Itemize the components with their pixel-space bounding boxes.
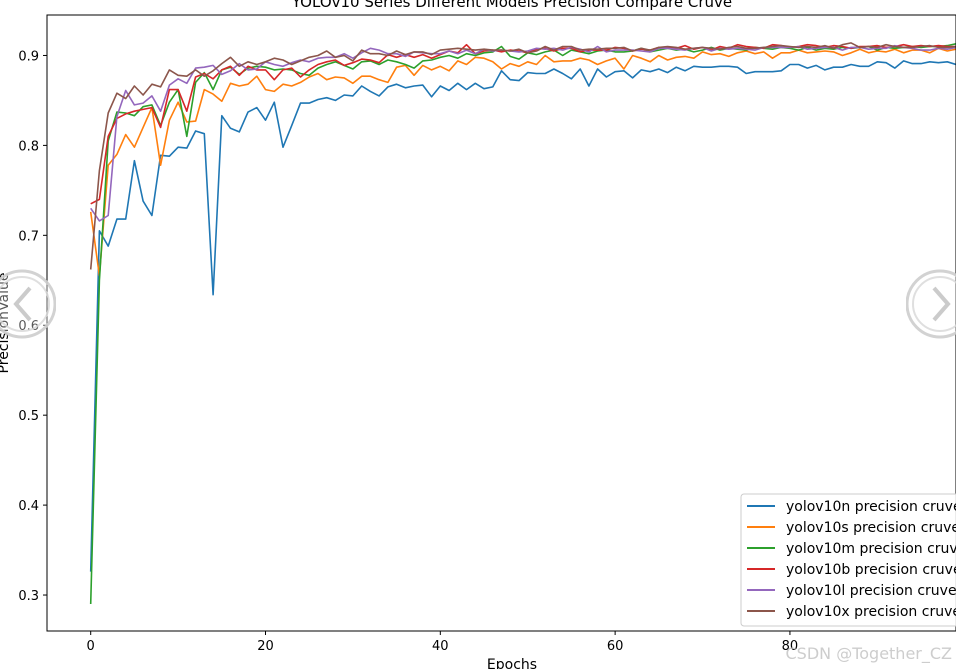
x-tick-label: 40	[432, 639, 449, 654]
legend-label: yolov10s precision cruve	[786, 520, 956, 536]
chevron-left-icon	[0, 269, 57, 339]
series-line-0	[89, 60, 956, 572]
legend-label: yolov10l precision cruve	[786, 583, 956, 599]
series-line-1	[89, 47, 956, 277]
chevron-right-icon	[905, 269, 956, 339]
legend-box	[740, 493, 956, 627]
legend: yolov10n precision cruve yolov10s precisi…	[740, 493, 956, 627]
y-tick-label: 0.8	[18, 139, 39, 154]
series-line-3	[90, 43, 956, 205]
x-tick-label: 80	[782, 639, 799, 654]
legend-label: yolov10m precision cruve	[786, 541, 956, 557]
carousel-prev-button[interactable]	[0, 268, 57, 340]
carousel-next-button[interactable]	[905, 268, 956, 340]
series-line-5	[89, 42, 956, 270]
x-tick-label: 0	[87, 639, 95, 654]
legend-label: yolov10n precision cruve	[786, 499, 956, 515]
legend-label: yolov10b precision cruve	[786, 562, 956, 578]
y-tick-label: 0.4	[18, 499, 39, 514]
x-tick-label: 60	[607, 639, 624, 654]
plot-area	[89, 42, 956, 605]
y-tick-label: 0.9	[18, 49, 39, 64]
y-tick-label: 0.5	[18, 409, 39, 424]
chart-title: YOLOv10 Series Different Models Precisio…	[291, 0, 732, 11]
y-axis-label: PrecisionValue	[0, 273, 12, 374]
y-tick-label: 0.3	[18, 589, 39, 604]
axes-frame	[46, 14, 956, 632]
watermark-text: CSDN @Together_CZ	[785, 644, 952, 663]
y-tick-label: 0.7	[18, 229, 39, 244]
x-tick-label: 20	[257, 639, 274, 654]
legend-label: yolov10x precision cruve	[786, 604, 956, 620]
x-axis-label: Epochs	[487, 657, 537, 669]
